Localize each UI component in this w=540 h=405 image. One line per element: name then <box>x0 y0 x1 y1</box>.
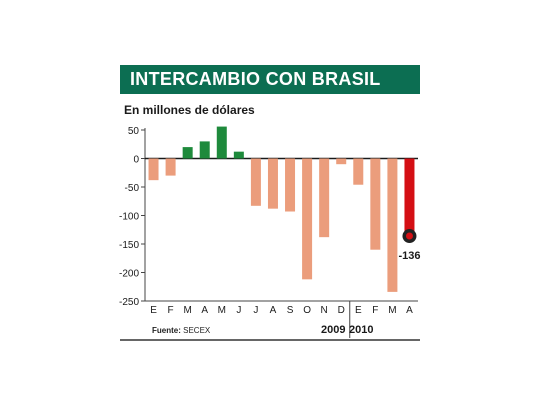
y-tick-label: -50 <box>125 183 140 194</box>
x-tick-label: M <box>183 305 191 316</box>
bar <box>302 158 313 280</box>
x-tick-label: A <box>201 305 208 316</box>
y-tick-label: -250 <box>119 297 139 308</box>
bar <box>267 158 278 209</box>
y-tick-label: -150 <box>119 240 139 251</box>
x-tick-label: F <box>372 305 378 316</box>
x-tick-label: O <box>303 305 311 316</box>
x-tick-label: M <box>388 305 396 316</box>
bar <box>165 158 176 176</box>
x-tick-label: E <box>150 305 157 316</box>
bar <box>370 158 381 250</box>
source-note: Fuente: SECEX <box>152 326 210 335</box>
y-tick-label: -200 <box>119 269 139 280</box>
bar <box>353 158 364 185</box>
y-tick-label: 50 <box>128 126 140 137</box>
year-label-2010: 2010 <box>349 324 374 336</box>
source-label: Fuente: <box>152 326 181 335</box>
bar <box>319 158 330 238</box>
bottom-rule <box>120 339 420 341</box>
year-label-2009: 2009 <box>321 324 346 336</box>
bar <box>148 158 159 181</box>
y-tick-label: -100 <box>119 212 139 223</box>
source-value: SECEX <box>183 326 211 335</box>
y-tick-label: 0 <box>133 155 139 166</box>
x-tick-label: N <box>321 305 328 316</box>
x-tick-label: J <box>253 305 258 316</box>
bar <box>404 158 415 237</box>
bar <box>233 151 244 159</box>
x-tick-label: A <box>406 305 413 316</box>
bar <box>285 158 296 212</box>
bar <box>182 147 193 159</box>
x-tick-label: F <box>168 305 174 316</box>
title-bar: INTERCAMBIO CON BRASIL <box>120 65 420 94</box>
x-tick-label: S <box>287 305 294 316</box>
chart-title: INTERCAMBIO CON BRASIL <box>130 69 381 89</box>
x-tick-label: M <box>218 305 226 316</box>
x-tick-label: E <box>355 305 362 316</box>
x-tick-label: A <box>270 305 277 316</box>
x-tick-label: J <box>236 305 241 316</box>
bar <box>250 158 261 206</box>
x-tick-label: D <box>338 305 345 316</box>
bar <box>387 158 398 292</box>
highlight-data-label: -136 <box>398 250 420 262</box>
chart-subtitle: En millones de dólares <box>124 103 255 117</box>
bar <box>336 158 347 165</box>
highlight-marker-dot <box>405 232 413 240</box>
bar <box>199 141 210 159</box>
bar <box>216 126 227 159</box>
